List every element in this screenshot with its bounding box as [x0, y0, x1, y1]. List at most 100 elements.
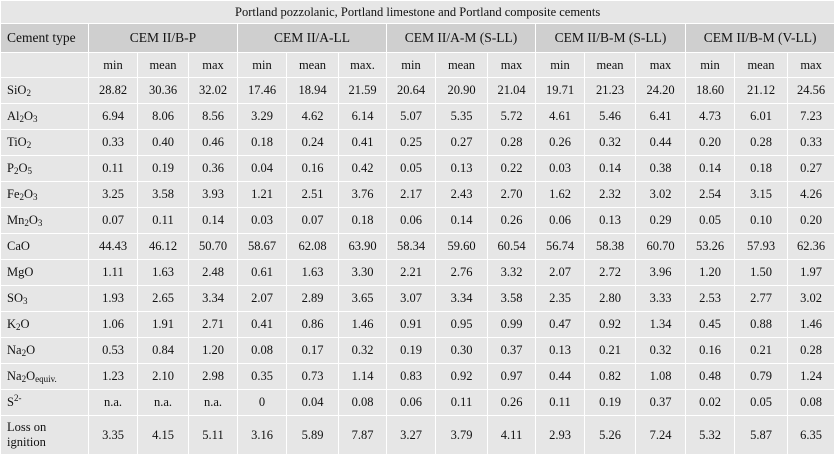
stat-header: mean: [286, 52, 339, 78]
value-cell: 0.32: [338, 337, 387, 364]
row-label-part: SiO: [7, 83, 27, 97]
value-cell: 3.15: [734, 181, 788, 208]
value-cell: 0.08: [338, 389, 387, 416]
row-label-part: Na: [7, 343, 22, 357]
value-cell: 3.79: [435, 415, 488, 455]
row-label: Loss on ignition: [0, 415, 89, 455]
value-cell: 0.21: [584, 337, 636, 364]
row-label: K2O: [0, 311, 89, 338]
table-body: SiO2 28.82 30.36 32.02 17.46 18.94 21.59 20.64 2…: [0, 77, 835, 455]
value-cell: 7.87: [338, 415, 387, 455]
value-cell: 1.50: [734, 259, 788, 286]
value-cell: 20.64: [386, 77, 436, 104]
row-label-part: Loss on ignition: [7, 420, 47, 449]
table-row: Loss on ignition 3.35 4.15 5.11 3.16 5.89 7.87…: [0, 415, 835, 455]
value-cell: 0.14: [685, 155, 735, 182]
value-cell: 0.92: [435, 363, 488, 390]
row-label-part: 2: [26, 140, 32, 150]
value-cell: 0.26: [487, 389, 536, 416]
value-cell: 18.60: [685, 77, 735, 104]
row-label-part: O: [26, 343, 36, 357]
value-cell: 0.26: [535, 129, 585, 156]
value-cell: 0.32: [584, 129, 636, 156]
stat-header: mean: [734, 52, 788, 78]
value-cell: 0.11: [435, 389, 488, 416]
value-cell: 0.35: [237, 363, 287, 390]
value-cell: 44.43: [88, 233, 138, 260]
value-cell: 5.46: [584, 103, 636, 130]
value-cell: 0.46: [188, 129, 238, 156]
value-cell: 3.65: [338, 285, 387, 312]
value-cell: 0.33: [786, 129, 835, 156]
row-label-part: 2: [13, 166, 19, 176]
table-row: Na2O 0.53 0.84 1.20 0.08 0.17 0.32 0.19 0.30 0.37…: [0, 337, 835, 364]
value-cell: 24.20: [635, 77, 686, 104]
value-cell: 1.91: [137, 311, 189, 338]
value-cell: 0.03: [237, 207, 287, 234]
row-label: MgO: [0, 259, 89, 286]
value-cell: 0.06: [386, 207, 436, 234]
table-caption: Portland pozzolanic, Portland limestone …: [0, 0, 835, 24]
value-cell: 1.63: [137, 259, 189, 286]
row-label-part: 2: [21, 348, 27, 358]
value-cell: 18.94: [286, 77, 339, 104]
value-cell: 3.07: [386, 285, 436, 312]
value-cell: 0.36: [188, 155, 238, 182]
value-cell: 0.29: [635, 207, 686, 234]
value-cell: 0.41: [338, 129, 387, 156]
row-label: S2-: [0, 389, 89, 416]
value-cell: 6.14: [338, 103, 387, 130]
value-cell: 4.73: [685, 103, 735, 130]
value-cell: 3.30: [338, 259, 387, 286]
value-cell: 2.76: [435, 259, 488, 286]
value-cell: 21.04: [487, 77, 536, 104]
value-cell: 3.32: [487, 259, 536, 286]
value-cell: 0.14: [435, 207, 488, 234]
value-cell: n.a.: [137, 389, 189, 416]
value-cell: 2.32: [584, 181, 636, 208]
value-cell: 57.93: [734, 233, 788, 260]
row-label-part: SO: [7, 291, 23, 305]
value-cell: 1.23: [88, 363, 138, 390]
value-cell: 0.53: [88, 337, 138, 364]
row-label-part: TiO: [7, 135, 27, 149]
group-header: CEM II/B-P: [88, 23, 238, 53]
value-cell: n.a.: [188, 389, 238, 416]
value-cell: 0.13: [535, 337, 585, 364]
row-label-part: 2: [16, 322, 21, 332]
value-cell: 0.91: [386, 311, 436, 338]
value-cell: 0.97: [487, 363, 536, 390]
value-cell: 1.06: [88, 311, 138, 338]
table-row: Mn2O3 0.07 0.11 0.14 0.03 0.07 0.18 0.06 0.14 0.2…: [0, 207, 835, 234]
value-cell: 21.23: [584, 77, 636, 104]
row-label-part: K: [7, 317, 17, 331]
group-header: CEM II/B-M (V-LL): [684, 23, 835, 53]
value-cell: 0.33: [88, 129, 138, 156]
value-cell: 3.16: [237, 415, 287, 455]
value-cell: 0.26: [487, 207, 536, 234]
value-cell: 3.58: [137, 181, 189, 208]
value-cell: 17.46: [237, 77, 287, 104]
stat-header: min: [535, 52, 585, 78]
row-label-part: O: [24, 187, 34, 201]
value-cell: 0.47: [535, 311, 585, 338]
row-label: Fe2O3: [0, 181, 89, 208]
row-label-part: Al: [7, 109, 20, 123]
value-cell: 0.05: [685, 207, 735, 234]
value-cell: 3.76: [338, 181, 387, 208]
value-cell: 4.26: [786, 181, 835, 208]
cement-type-header: Cement type: [0, 23, 89, 53]
value-cell: 0.95: [435, 311, 488, 338]
row-label-part: Fe: [7, 187, 20, 201]
value-cell: 0.73: [286, 363, 339, 390]
value-cell: 0.19: [386, 337, 436, 364]
value-cell: 2.70: [487, 181, 536, 208]
value-cell: 3.02: [635, 181, 686, 208]
value-cell: 3.34: [435, 285, 488, 312]
value-cell: 2.71: [188, 311, 238, 338]
value-cell: 5.87: [734, 415, 788, 455]
value-cell: 0.10: [734, 207, 788, 234]
value-cell: 0.61: [237, 259, 287, 286]
value-cell: 1.21: [237, 181, 287, 208]
